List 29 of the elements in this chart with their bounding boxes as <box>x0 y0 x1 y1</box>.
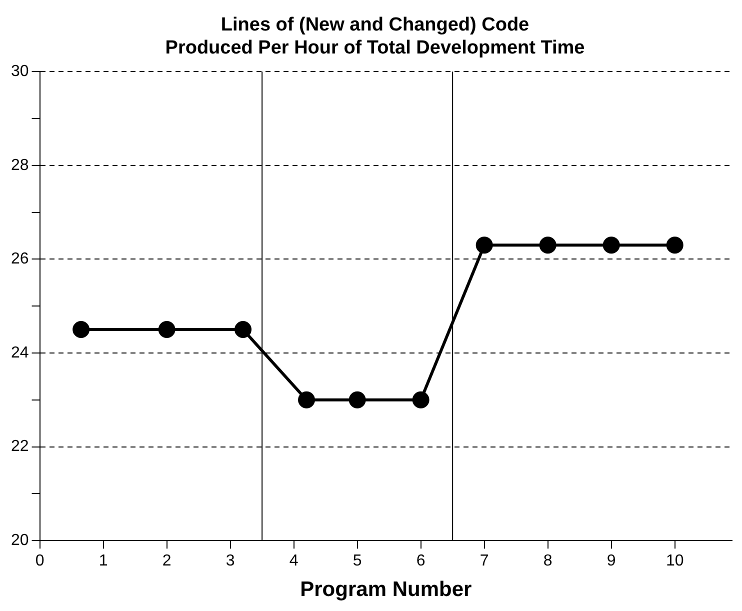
x-tick-label: 1 <box>98 552 108 570</box>
x-tick-label: 0 <box>35 552 44 570</box>
point <box>348 391 366 408</box>
x-tick-label: 4 <box>289 552 298 570</box>
point <box>666 236 684 254</box>
point <box>539 236 556 254</box>
point <box>158 321 176 338</box>
x-tick-label: 10 <box>666 552 684 570</box>
x-tick-label: 5 <box>352 552 362 570</box>
point <box>476 236 493 254</box>
y-tick-label: 22 <box>11 438 29 456</box>
x-tick-label: 7 <box>480 552 489 570</box>
point <box>412 391 430 408</box>
point <box>298 391 316 408</box>
x-tick-label: 9 <box>606 552 616 570</box>
y-tick-label: 26 <box>11 250 29 268</box>
y-tick-label: 30 <box>11 63 29 80</box>
y-tick-label: 24 <box>11 344 29 362</box>
point <box>234 321 252 338</box>
point <box>72 321 90 338</box>
x-tick-label: 8 <box>543 552 552 570</box>
y-tick-label: 28 <box>11 156 29 174</box>
x-tick-label: 3 <box>226 552 235 570</box>
x-axis-title: Program Number <box>300 578 472 602</box>
chart-title: Lines of (New and Changed) Code Produced Per Hour of Total Development Time <box>165 14 585 58</box>
point <box>602 236 620 254</box>
x-tick-label: 2 <box>162 552 172 570</box>
x-tick-label: 6 <box>416 552 426 570</box>
y-tick-label: 20 <box>11 532 29 550</box>
